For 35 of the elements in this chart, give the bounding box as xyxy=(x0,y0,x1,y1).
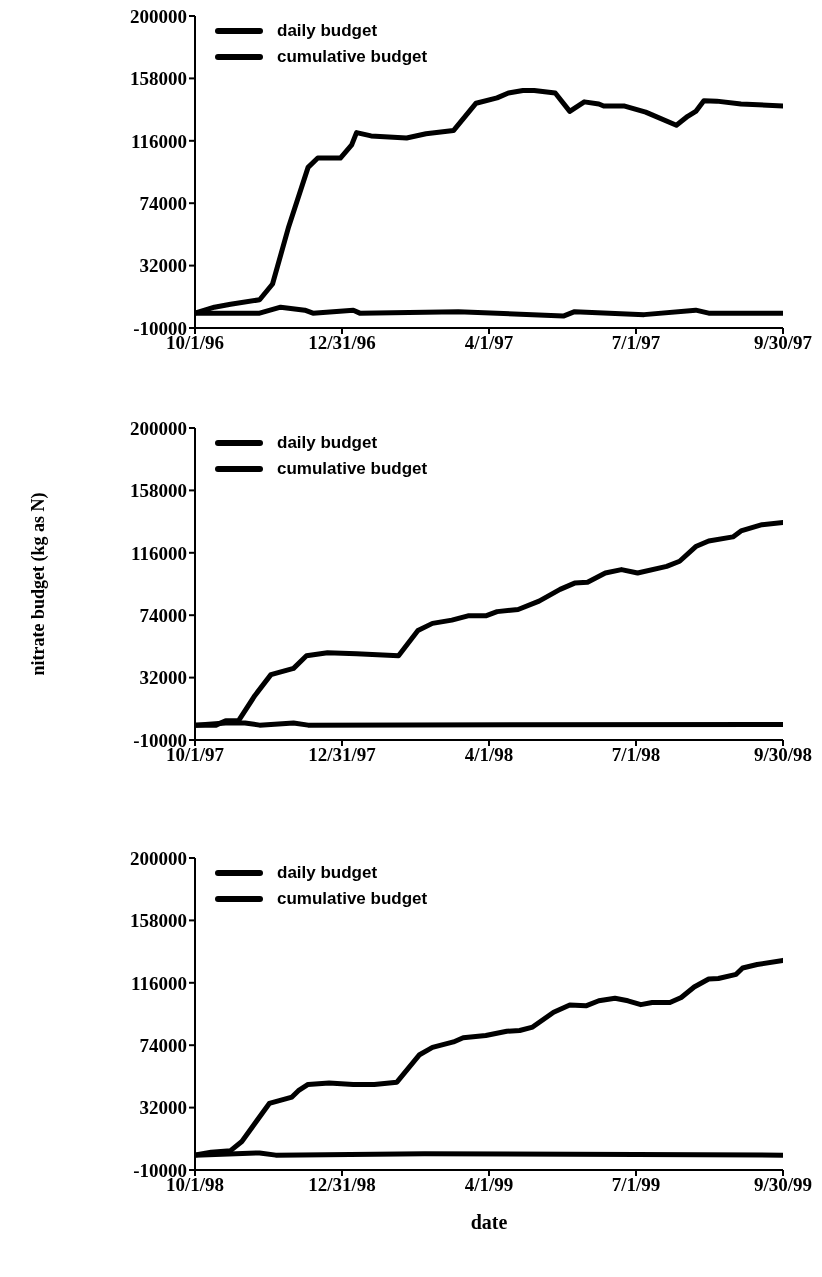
y-tick-label: 158000 xyxy=(130,480,187,502)
x-tick-label: 12/31/97 xyxy=(308,744,377,766)
x-tick-label: 4/1/97 xyxy=(464,332,514,354)
x-tick-label: 7/1/98 xyxy=(611,744,661,766)
y-axis-title: nitrate budget (kg as N) xyxy=(28,492,50,676)
x-tick-label: 12/31/96 xyxy=(308,332,376,354)
y-tick-label: 116000 xyxy=(131,972,187,994)
y-tick-label: 200000 xyxy=(130,847,187,869)
y-tick-label: 32000 xyxy=(139,667,187,689)
y-tick-label: 74000 xyxy=(139,1034,187,1056)
y-tick-label: 32000 xyxy=(139,255,187,277)
x-tick-label: 9/30/97 xyxy=(753,332,813,354)
y-tick-label: 74000 xyxy=(139,192,187,214)
legend-label: daily budget xyxy=(277,433,378,453)
legend-label: cumulative budget xyxy=(277,459,428,479)
x-tick-label: 4/1/98 xyxy=(464,744,514,766)
y-tick-label: 74000 xyxy=(139,604,187,626)
y-tick-label: 116000 xyxy=(131,542,187,564)
y-tick-label: 158000 xyxy=(130,910,187,932)
legend-label: daily budget xyxy=(277,21,378,41)
x-tick-label: 9/30/99 xyxy=(753,1174,813,1196)
y-tick-label: 116000 xyxy=(131,130,187,152)
x-tick-label: 7/1/97 xyxy=(611,332,661,354)
x-axis-title: date xyxy=(470,1211,508,1234)
x-tick-label: 9/30/98 xyxy=(753,744,813,766)
y-tick-label: 200000 xyxy=(130,5,187,27)
x-tick-label: 4/1/99 xyxy=(464,1174,514,1196)
legend-label: cumulative budget xyxy=(277,47,428,67)
x-tick-label: 7/1/99 xyxy=(611,1174,661,1196)
x-tick-label: 12/31/98 xyxy=(308,1174,376,1196)
legend-label: cumulative budget xyxy=(277,889,428,909)
legend-label: daily budget xyxy=(277,863,378,883)
y-tick-label: 200000 xyxy=(130,417,187,439)
y-tick-label: 158000 xyxy=(130,68,187,90)
y-tick-label: 32000 xyxy=(139,1097,187,1119)
